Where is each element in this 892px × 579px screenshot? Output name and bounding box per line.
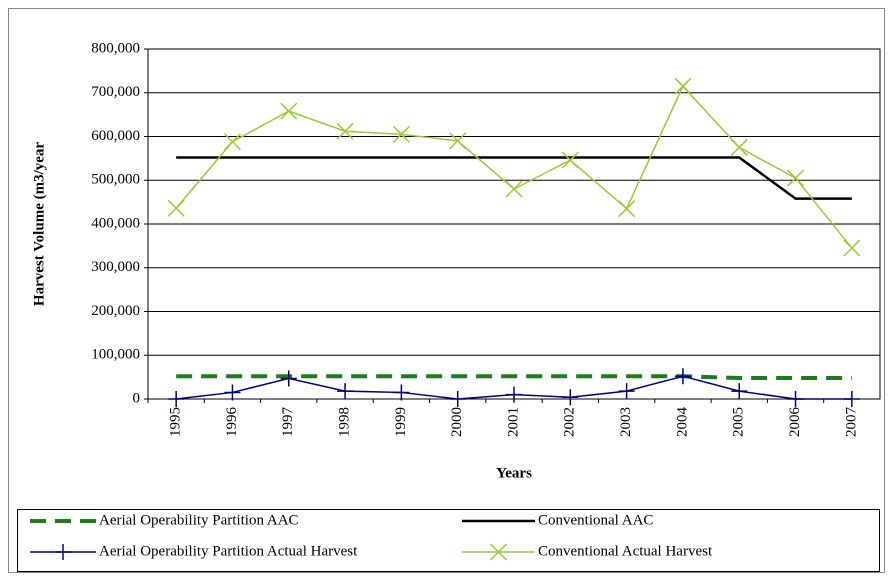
marker (449, 391, 466, 407)
x-tick-label: 1999 (393, 407, 409, 437)
marker (167, 199, 185, 217)
marker (843, 391, 860, 407)
x-axis-title: Years (496, 465, 532, 481)
y-tick-label: 700,000 (91, 84, 140, 100)
marker (506, 386, 522, 403)
legend-label: Conventional Actual Harvest (538, 543, 713, 559)
y-tick-label: 200,000 (91, 303, 140, 319)
marker (618, 200, 636, 218)
marker (674, 77, 692, 95)
marker (223, 133, 241, 151)
marker (280, 102, 298, 120)
x-tick-label: 2000 (449, 407, 465, 437)
legend-marker (489, 543, 508, 561)
x-tick-label: 1996 (224, 407, 240, 438)
y-tick-label: 500,000 (91, 172, 140, 188)
marker (787, 391, 804, 407)
y-tick-label: 100,000 (91, 347, 140, 363)
marker (393, 384, 410, 401)
y-axis-title: Harvest Volume (m3/year (31, 142, 47, 306)
marker (561, 151, 579, 169)
legend-box (17, 509, 880, 572)
marker (730, 138, 748, 156)
x-tick-label: 2004 (674, 407, 690, 438)
y-tick-label: 400,000 (91, 215, 140, 231)
x-tick-label: 1998 (337, 407, 353, 437)
x-tick-label: 2001 (505, 407, 521, 437)
marker (392, 125, 410, 143)
x-tick-label: 2007 (843, 407, 859, 438)
series-line (176, 156, 852, 200)
legend-label: Aerial Operability Partition Actual Harv… (99, 543, 358, 559)
marker (280, 370, 297, 387)
y-tick-label: 300,000 (91, 259, 140, 275)
x-tick-label: 1997 (280, 407, 296, 438)
legend-label: Aerial Operability Partition AAC (99, 512, 299, 528)
marker (618, 383, 635, 400)
marker (562, 389, 579, 406)
marker (336, 122, 354, 140)
marker (168, 391, 185, 407)
x-tick-label: 2002 (562, 407, 578, 437)
legend-label: Conventional AAC (538, 512, 653, 528)
x-tick-label: 2003 (618, 407, 634, 437)
marker (224, 384, 241, 401)
marker (674, 368, 691, 385)
marker (449, 132, 467, 150)
x-tick-label: 1995 (168, 407, 184, 437)
legend-marker (55, 544, 71, 560)
y-tick-label: 0 (133, 390, 141, 406)
marker (787, 169, 805, 187)
marker (505, 180, 523, 198)
marker (337, 383, 354, 400)
x-tick-label: 2006 (787, 407, 803, 438)
y-tick-label: 600,000 (91, 128, 140, 144)
marker (843, 239, 861, 257)
marker (731, 383, 748, 400)
y-tick-label: 800,000 (91, 40, 140, 56)
x-tick-label: 2005 (731, 407, 747, 437)
